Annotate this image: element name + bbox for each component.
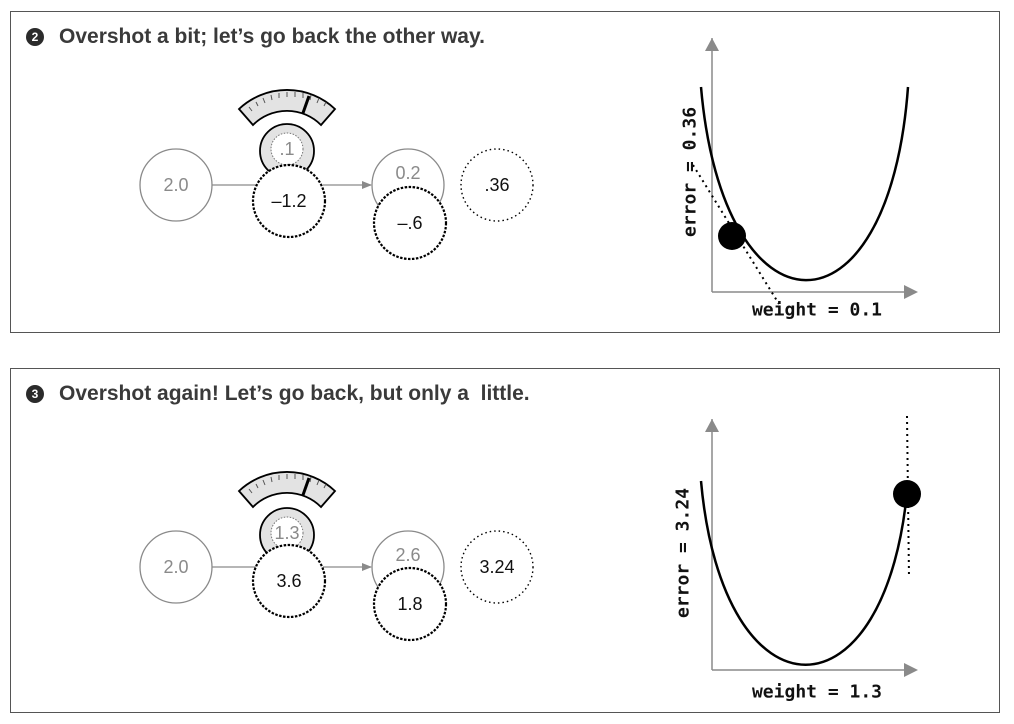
error-curve-plot: error = 3.24 weight = 1.3 [673,415,921,703]
input-node [139,530,213,604]
prediction-delta-value: –.6 [397,213,422,233]
weight-dial-gauge [237,89,337,127]
weight-knob-inner [270,132,304,166]
error-value: .36 [484,175,509,195]
y-axis-label: error = 0.36 [680,107,701,237]
current-weight-point [718,222,746,250]
input-value: 2.0 [163,557,188,577]
error-curve [699,480,910,666]
step-2-header: 2 Overshot a bit; let’s go back the othe… [26,25,485,49]
prediction-value: 2.6 [395,545,420,565]
dial-needle [301,477,311,496]
y-axis-arrow [705,419,719,432]
weight-value: 1.3 [274,523,299,543]
error-node [460,530,534,604]
weight-delta-value: –1.2 [271,191,306,211]
prediction-delta-value: 1.8 [397,594,422,614]
weight-delta-value: 3.6 [276,571,301,591]
step-2-panel: 2 Overshot a bit; let’s go back the othe… [10,11,1000,333]
error-value: 3.24 [479,557,514,577]
current-weight-point [893,480,921,508]
input-value: 2.0 [163,175,188,195]
error-curve [699,86,910,282]
step-number-badge: 2 [26,28,44,46]
weight-dial-gauge [237,471,337,509]
step-number-badge: 3 [26,385,44,403]
x-axis-label: weight = 1.3 [752,682,882,703]
prediction-value: 0.2 [395,163,420,183]
y-axis-arrow [705,38,719,51]
weight-value: .1 [279,139,294,159]
prediction-delta-gear [372,185,448,261]
x-axis-arrow [904,663,918,677]
step-3-diagram: 2.0 1.3 3.6 2.6 1.8 3.24 error = 3.24 we… [139,415,921,703]
input-node [139,148,213,222]
step-title: Overshot a bit; let’s go back the other … [59,25,485,48]
x-axis-label: weight = 0.1 [752,300,882,321]
prediction-delta-gear [372,566,448,642]
dial-needle [301,95,311,114]
weight-delta-gear [251,543,327,619]
step-title: Overshot again! Let’s go back, but only … [59,382,530,405]
step-3-header: 3 Overshot again! Let’s go back, but onl… [26,382,530,406]
error-curve-plot: error = 0.36 weight = 0.1 [680,38,918,321]
weight-delta-gear [251,163,327,239]
step-3-panel: 3 Overshot again! Let’s go back, but onl… [10,368,1000,713]
x-axis-arrow [904,285,918,299]
error-node [460,148,534,222]
step-2-diagram: 2.0 .1 –1.2 0.2 –.6 .36 [139,38,918,321]
y-axis-label: error = 3.24 [673,488,694,618]
